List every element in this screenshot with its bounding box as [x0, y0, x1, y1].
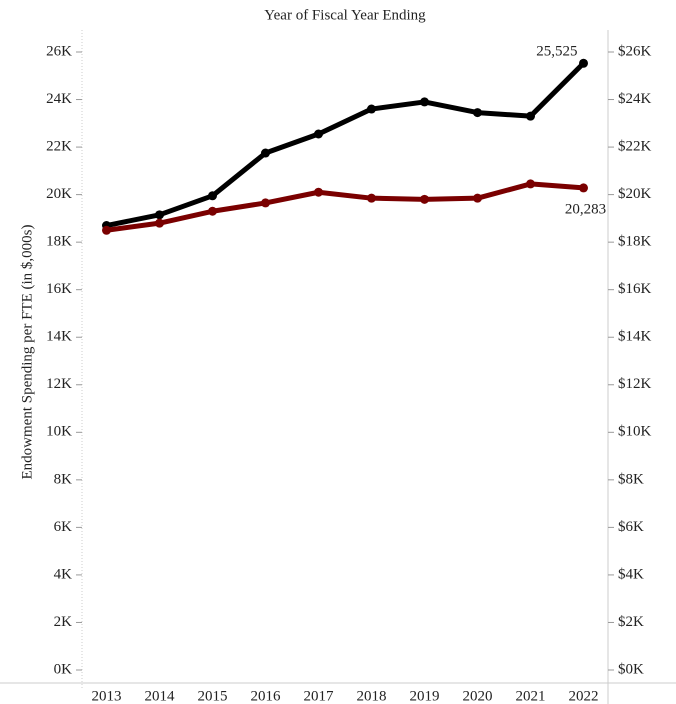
data-point: [208, 191, 217, 201]
x-tick-label: 2018: [357, 688, 387, 704]
data-point: [155, 210, 164, 220]
data-point: [102, 225, 111, 235]
y2-tick-label: $26K: [618, 43, 652, 59]
data-point: [579, 58, 588, 68]
data-label: 25,525: [536, 44, 577, 60]
data-point: [420, 194, 429, 204]
data-point: [261, 198, 270, 208]
y-tick-label: 26K: [46, 43, 72, 59]
data-point: [526, 111, 535, 121]
x-tick-label: 2016: [251, 688, 282, 704]
y2-tick-label: $18K: [618, 234, 652, 250]
y-tick-label: 22K: [46, 139, 72, 155]
x-tick-label: 2015: [198, 688, 228, 704]
y-axis-label: Endowment Spending per FTE (in $,000s): [19, 225, 35, 480]
y2-tick-label: $14K: [618, 329, 652, 345]
y2-tick-label: $6K: [618, 519, 644, 535]
y2-tick-label: $16K: [618, 281, 652, 297]
data-point: [526, 179, 535, 189]
y2-tick-label: $12K: [618, 376, 652, 392]
y2-tick-label: $0K: [618, 661, 644, 677]
y2-tick-label: $10K: [618, 424, 652, 440]
y2-tick-label: $8K: [618, 471, 644, 487]
x-tick-label: 2013: [92, 688, 122, 704]
data-point: [261, 148, 270, 158]
data-point: [367, 193, 376, 203]
y2-tick-label: $2K: [618, 614, 644, 630]
y-tick-label: 10K: [46, 424, 72, 440]
y2-tick-label: $22K: [618, 139, 652, 155]
series-line: [106, 61, 586, 228]
data-point: [155, 218, 164, 228]
x-tick-label: 2020: [463, 688, 493, 704]
data-point: [473, 108, 482, 118]
y-tick-label: 6K: [54, 519, 73, 535]
x-tick-label: 2021: [516, 688, 546, 704]
data-point: [208, 206, 217, 216]
y2-tick-label: $4K: [618, 566, 644, 582]
y-tick-label: 2K: [54, 614, 73, 630]
data-point: [367, 104, 376, 114]
chart-title: Year of Fiscal Year Ending: [264, 7, 426, 23]
data-point: [420, 97, 429, 107]
series-line: [106, 181, 584, 233]
y-tick-label: 16K: [46, 281, 72, 297]
y-tick-label: 20K: [46, 186, 72, 202]
y-tick-label: 14K: [46, 329, 72, 345]
x-tick-label: 2017: [304, 688, 335, 704]
y-tick-label: 18K: [46, 234, 72, 250]
data-label: 20,283: [565, 201, 606, 217]
y-tick-label: 12K: [46, 376, 72, 392]
x-tick-label: 2014: [145, 688, 176, 704]
y2-tick-label: $24K: [618, 91, 652, 107]
data-point: [314, 129, 323, 139]
data-point: [314, 187, 323, 197]
y-tick-label: 24K: [46, 91, 72, 107]
x-tick-label: 2019: [410, 688, 440, 704]
data-point: [473, 193, 482, 203]
y-tick-label: 8K: [54, 471, 73, 487]
y2-tick-label: $20K: [618, 186, 652, 202]
y-tick-label: 4K: [54, 566, 73, 582]
x-tick-label: 2022: [569, 688, 599, 704]
data-point: [579, 183, 588, 193]
y-tick-label: 0K: [54, 661, 73, 677]
